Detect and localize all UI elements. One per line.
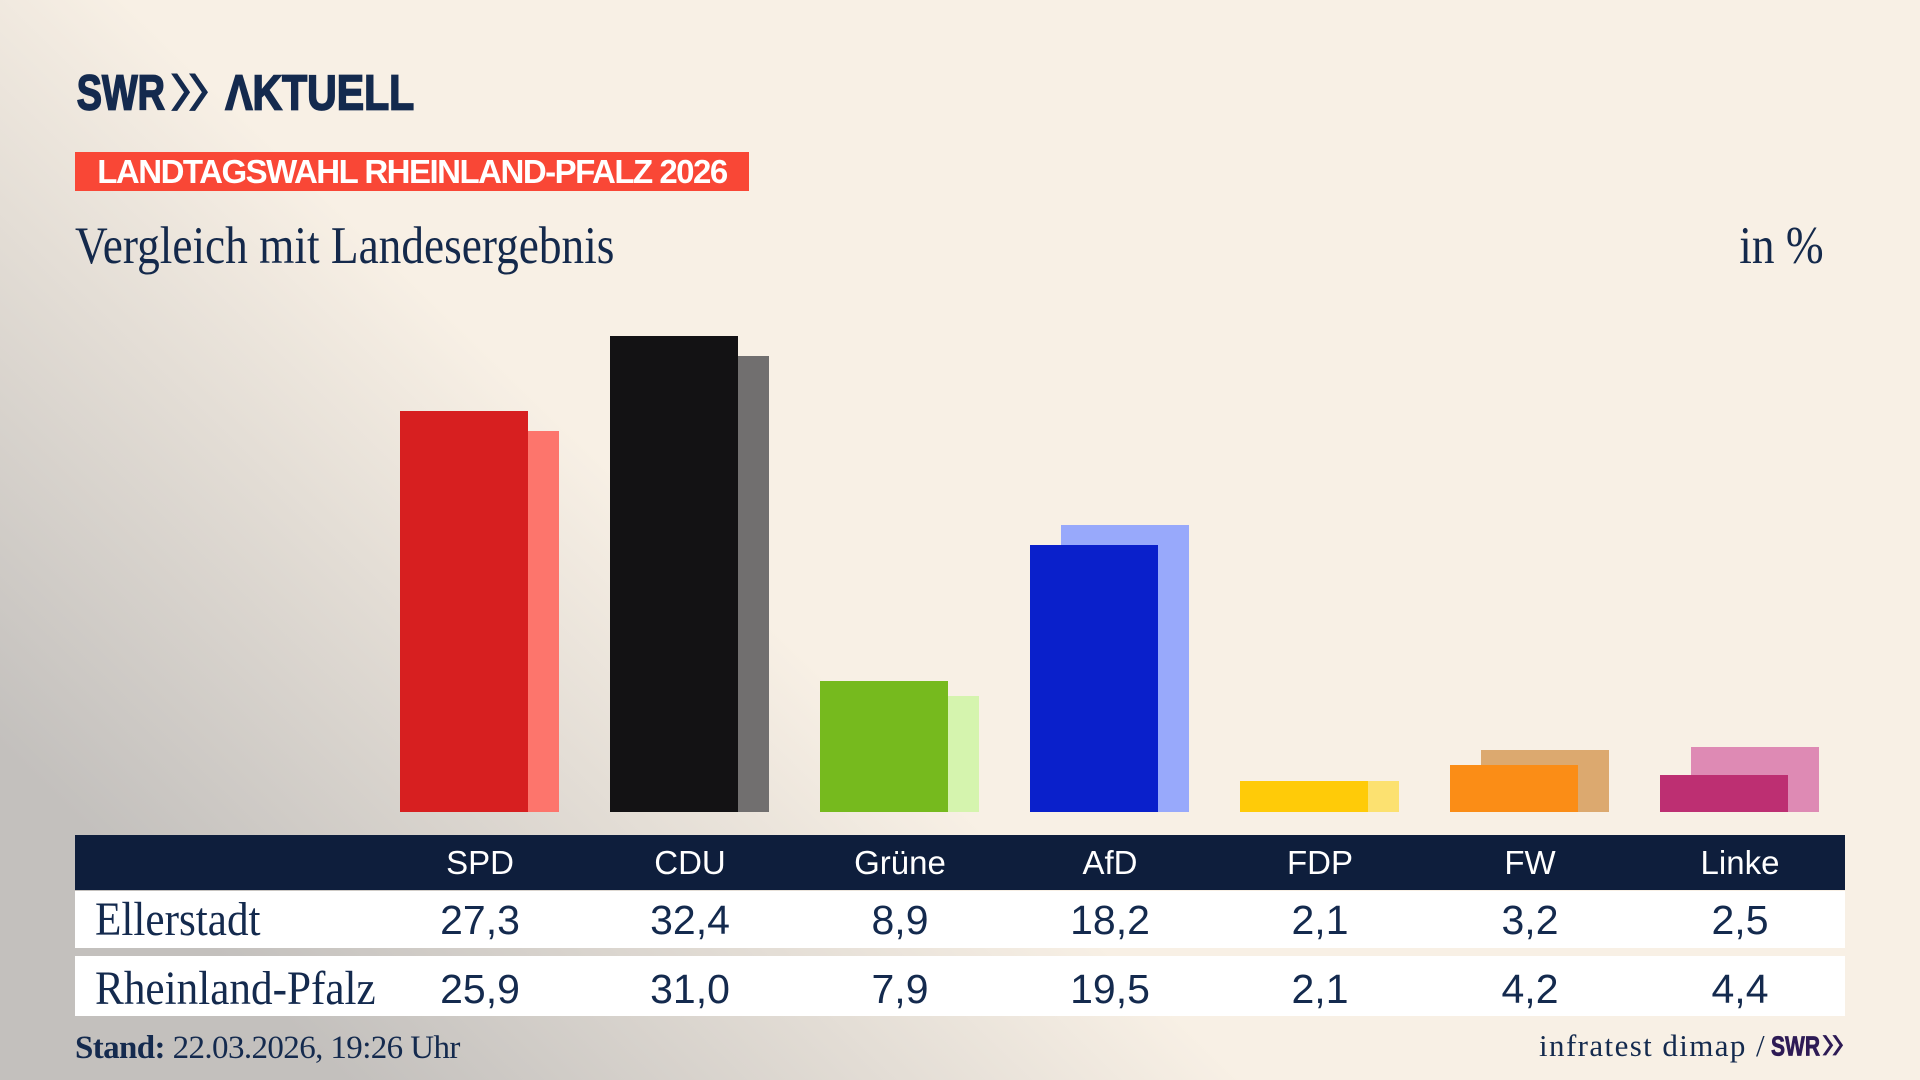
svg-text:SWR: SWR (77, 70, 165, 114)
svg-text:ΛKTUELL: ΛKTUELL (225, 70, 414, 114)
svg-text:SWR: SWR (1771, 1033, 1820, 1061)
